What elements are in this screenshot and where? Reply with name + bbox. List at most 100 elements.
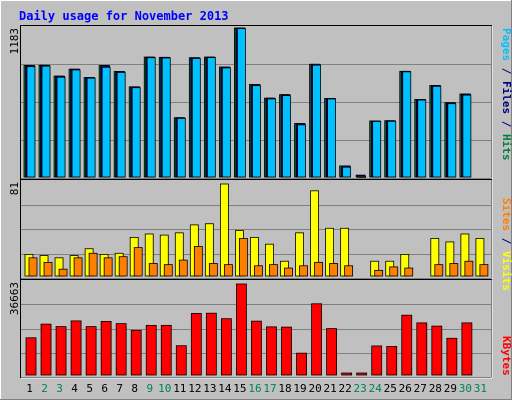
- pages-bar-day-18: [282, 95, 291, 178]
- visits-bar-day-14: [219, 183, 229, 277]
- x-tick-label-day-27: 27: [414, 382, 427, 395]
- x-tick-label-day-22: 22: [339, 382, 352, 395]
- sites-bar-day-30: [464, 260, 474, 277]
- kbytes-bar-day-4: [70, 320, 82, 376]
- kbytes-bar-day-28: [431, 325, 443, 376]
- kbytes-ymax-label: 36663: [8, 282, 21, 315]
- pages-bar-day-21: [327, 98, 337, 178]
- pages-bar-day-9: [146, 57, 156, 178]
- sites-bar-day-21: [329, 263, 339, 277]
- sites-bar-day-6: [103, 257, 113, 277]
- legend-part: Pages: [500, 28, 512, 61]
- legend-part: Files: [500, 81, 512, 114]
- x-tick-label-day-7: 7: [116, 382, 123, 395]
- x-tick-label-day-1: 1: [26, 382, 33, 395]
- kbytes-bar-day-8: [130, 329, 142, 376]
- x-tick-label-day-26: 26: [399, 382, 412, 395]
- sites-bar-day-22: [344, 265, 354, 277]
- pages-bar-day-10: [161, 57, 171, 178]
- pages-bar-day-14: [221, 67, 231, 178]
- sites-bar-day-16: [254, 265, 263, 277]
- panel-hits: [20, 25, 493, 180]
- sites-bar-day-14: [223, 264, 233, 277]
- sites-bar-day-2: [43, 261, 53, 277]
- kbytes-bar-day-16: [251, 320, 262, 376]
- pages-bar-day-7: [116, 72, 126, 178]
- legend-part: Sites: [500, 198, 512, 231]
- kbytes-bar-day-17: [266, 326, 277, 376]
- pages-bar-day-23: [357, 175, 367, 178]
- x-axis-labels: 1 2 3 4 5 6 7 8 9 10 11 12 13 14 15 16 17 18 19 20 21 22 23 24 2…: [26, 382, 487, 395]
- pages-bar-day-29: [447, 103, 457, 178]
- sites-bar-day-29: [449, 263, 459, 277]
- kbytes-bar-day-14: [220, 318, 232, 376]
- pages-bar-day-17: [267, 98, 276, 178]
- x-tick-label-day-12: 12: [188, 382, 201, 395]
- x-tick-label-day-19: 19: [293, 382, 306, 395]
- legend-part: /: [500, 61, 512, 81]
- legend-part: /: [500, 231, 512, 251]
- chart-title: Daily usage for November 2013: [19, 9, 229, 23]
- sites-bar-day-8: [133, 247, 143, 277]
- sites-bar-day-12: [193, 246, 203, 277]
- sites-bar-day-20: [314, 261, 323, 277]
- x-tick-label-day-11: 11: [173, 382, 186, 395]
- sites-bar-day-5: [88, 252, 98, 277]
- kbytes-bar-day-10: [160, 324, 172, 376]
- pages-bar-day-1: [26, 66, 36, 178]
- sites-bar-day-9: [148, 263, 158, 277]
- pages-bar-day-15: [237, 28, 246, 178]
- kbytes-bar-day-7: [115, 323, 127, 376]
- x-tick-label-day-8: 8: [131, 382, 138, 395]
- visits-ymax-label: 81: [8, 182, 21, 195]
- x-tick-label-day-21: 21: [323, 382, 336, 395]
- pages-bar-day-19: [297, 124, 306, 178]
- x-tick-label-day-3: 3: [56, 382, 63, 395]
- sites-bar-day-17: [269, 264, 278, 277]
- x-tick-label-day-23: 23: [354, 382, 367, 395]
- kbytes-bar-day-6: [100, 320, 112, 376]
- x-tick-label-day-9: 9: [146, 382, 153, 395]
- pages-bar-day-13: [206, 57, 216, 178]
- panel-visits: [20, 179, 493, 280]
- x-tick-label-day-24: 24: [369, 382, 383, 395]
- pages-bar-day-16: [252, 85, 261, 178]
- x-tick-label-day-29: 29: [444, 382, 457, 395]
- kbytes-bar-day-15: [236, 283, 247, 376]
- pages-bar-day-5: [86, 77, 96, 178]
- pages-bar-day-4: [71, 69, 81, 178]
- kbytes-bar-day-27: [416, 322, 428, 376]
- kbytes-bar-day-9: [145, 324, 157, 376]
- sites-bar-day-7: [118, 256, 128, 277]
- pages-bar-day-2: [41, 65, 51, 178]
- sites-bar-day-26: [404, 267, 414, 277]
- pages-bar-day-26: [402, 71, 412, 178]
- sites-bar-day-10: [163, 264, 173, 277]
- pages-bar-day-30: [462, 94, 472, 178]
- x-tick-label-day-25: 25: [384, 382, 397, 395]
- kbytes-bar-day-18: [281, 326, 292, 376]
- pages-bar-day-3: [56, 76, 66, 178]
- x-tick-label-day-18: 18: [278, 382, 291, 395]
- kbytes-bar-day-13: [205, 312, 217, 376]
- x-tick-label-day-14: 14: [218, 382, 232, 395]
- kbytes-bar-day-3: [55, 326, 67, 376]
- hits-legend: Pages / Files / Hits: [500, 28, 512, 161]
- x-tick-label-day-16: 16: [248, 382, 261, 395]
- hits-ymax-label: 1183: [8, 28, 21, 55]
- x-tick-label-day-20: 20: [308, 382, 321, 395]
- kbytes-bar-day-25: [386, 346, 398, 376]
- pages-bar-day-22: [342, 166, 352, 178]
- sites-bar-day-19: [299, 265, 308, 277]
- sites-bar-day-28: [434, 264, 444, 277]
- kbytes-bar-day-30: [461, 322, 473, 376]
- legend-part: /: [500, 114, 512, 134]
- sites-bar-day-24: [374, 269, 384, 277]
- sites-bar-day-1: [28, 257, 38, 277]
- x-tick-label-day-2: 2: [41, 382, 48, 395]
- legend-part: Hits: [500, 134, 512, 161]
- kbytes-bar-day-2: [40, 323, 52, 376]
- x-tick-label-day-5: 5: [86, 382, 93, 395]
- sites-bar-day-11: [178, 259, 188, 277]
- x-tick-label-day-28: 28: [429, 382, 442, 395]
